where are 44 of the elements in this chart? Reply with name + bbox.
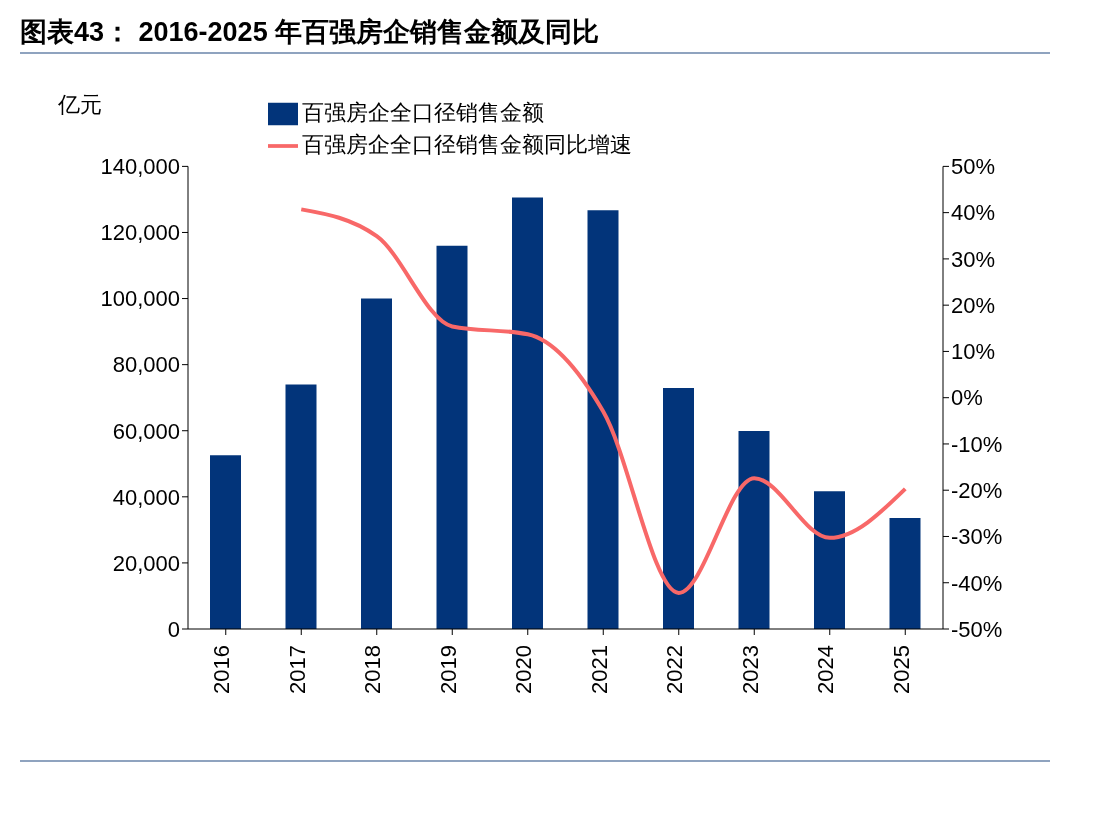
y2-tick-label: 40% [951,200,996,226]
x-tick-label: 2022 [662,645,688,694]
bar [285,384,317,629]
y-tick-label: 60,000 [112,418,180,444]
y-tick-label: 20,000 [112,550,180,576]
y2-tick-label: -20% [951,478,1003,504]
line-series [299,207,908,595]
bar [436,245,468,629]
chart-title: 图表43： 2016-2025 年百强房企销售金额及同比 [20,16,600,49]
y-tick-label: 100,000 [100,286,180,312]
y-tick-label: 40,000 [112,484,180,510]
x-tick-label: 2020 [511,645,537,694]
x-tick-label: 2025 [888,645,914,694]
x-tick-label: 2017 [284,645,310,694]
y2-tick-label: 50% [951,154,996,180]
y-tick-label: 80,000 [112,352,180,378]
bar [512,197,543,629]
bar [210,455,241,629]
y2-tick-label: 0% [951,385,983,411]
y-tick-label: 120,000 [100,220,180,246]
bar [738,431,770,629]
y-tick-label: 140,000 [100,154,180,180]
bar [361,298,392,629]
y2-tick-label: -10% [951,431,1003,457]
bar [889,517,921,629]
y-tick-label: 0 [167,616,180,642]
x-tick-label: 2016 [209,645,235,694]
bar [663,388,694,629]
x-tick-label: 2018 [360,645,386,694]
legend-label: 百强房企全口径销售金额 [302,100,544,125]
x-tick-label: 2019 [435,645,461,694]
x-tick-label: 2021 [586,645,612,694]
y2-tick-label: 10% [951,339,996,365]
y2-tick-label: 30% [951,246,996,272]
y-axis-title: 亿元 [58,91,102,119]
y2-tick-label: -40% [951,570,1003,596]
y2-tick-label: -50% [951,616,1003,642]
bar [814,491,845,629]
bar [587,210,619,629]
x-tick-label: 2023 [737,645,763,694]
y2-tick-label: -30% [951,524,1003,550]
y2-tick-label: 20% [951,292,996,318]
legend-label: 百强房企全口径销售金额同比增速 [302,132,632,158]
x-tick-label: 2024 [813,645,839,694]
